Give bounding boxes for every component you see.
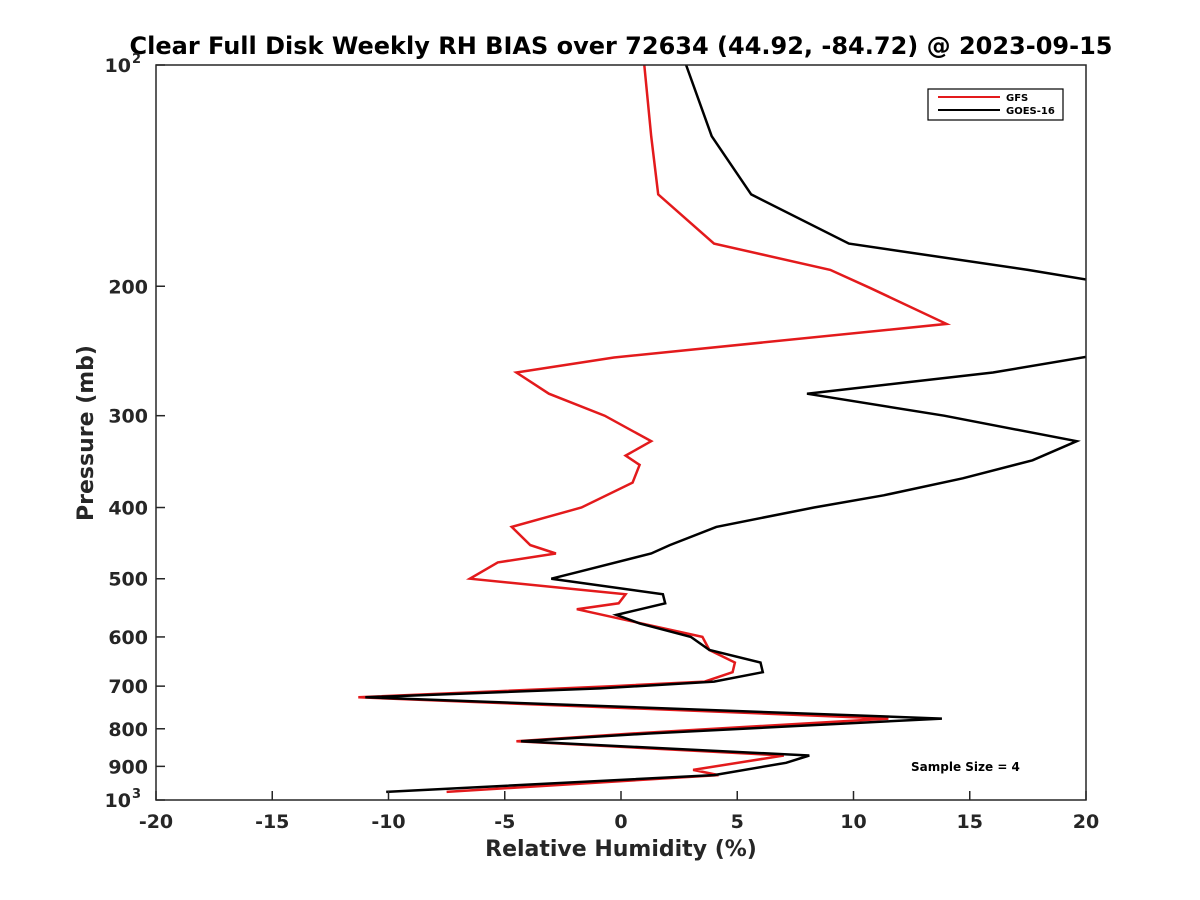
series-line-gfs (358, 65, 952, 794)
x-tick-label: 5 (731, 811, 744, 833)
legend-goes16-label: GOES-16 (1006, 106, 1055, 117)
y-tick-label-exponent: 3 (132, 787, 141, 802)
x-axis-label: Relative Humidity (%) (485, 837, 757, 862)
y-tick-label: 700 (108, 676, 148, 698)
x-tick-label: -10 (371, 811, 405, 833)
y-tick-label-base: 10 (105, 55, 131, 77)
x-tick-label: 20 (1073, 811, 1099, 833)
x-tick-label: -20 (139, 811, 173, 833)
legend-box (927, 88, 1064, 121)
y-tick-label: 500 (108, 569, 148, 591)
ticks-layer: -20 -15 -10 -5 0 5 10 15 20 200 300 400 500 600 700 800… (105, 52, 1100, 833)
y-tick-label-exponent: 2 (132, 52, 141, 67)
x-tick-label: -5 (494, 811, 515, 833)
x-tick-label: 0 (614, 811, 627, 833)
y-tick-label: 200 (108, 276, 148, 298)
x-tick-label: 10 (840, 811, 866, 833)
chart-title: Clear Full Disk Weekly RH BIAS over 7263… (130, 32, 1113, 60)
legend-gfs-label: GFS (1006, 93, 1028, 104)
legend: GFS GOES-16 (927, 88, 1064, 121)
series-line-goes16 (365, 65, 1086, 794)
y-tick-label-base: 10 (105, 790, 131, 812)
y-tick-label: 300 (108, 406, 148, 428)
y-tick-label: 800 (108, 719, 148, 741)
y-tick-label: 400 (108, 498, 148, 520)
sample-size-annotation: Sample Size = 4 (911, 760, 1020, 774)
series-layer (358, 65, 1086, 794)
y-tick-label: 600 (108, 627, 148, 649)
y-tick-label: 900 (108, 756, 148, 778)
x-tick-label: -15 (255, 811, 289, 833)
x-tick-label: 15 (957, 811, 983, 833)
y-axis-label: Pressure (mb) (74, 345, 99, 521)
